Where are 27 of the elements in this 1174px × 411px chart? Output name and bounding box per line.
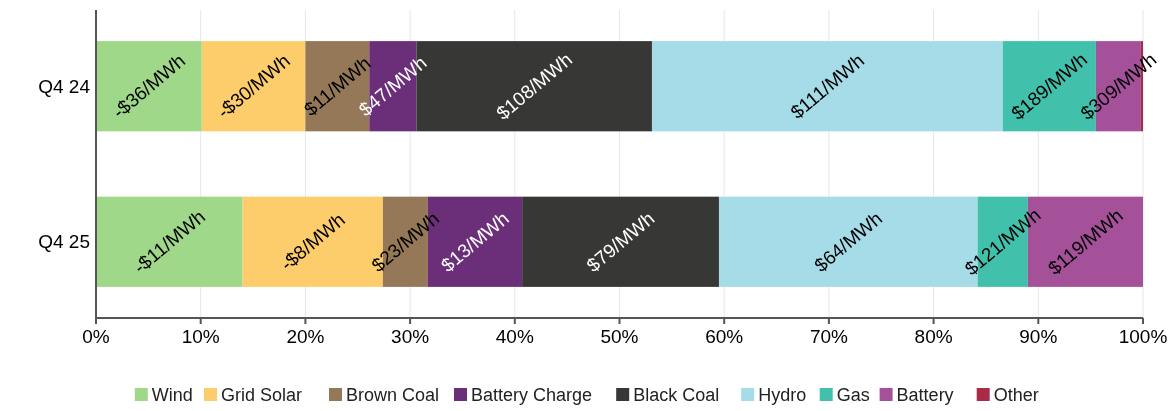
y-tick-label: Q4 25 [38, 231, 90, 253]
x-tick-label: 20% [286, 326, 325, 347]
x-tick-label: 0% [82, 326, 110, 347]
x-tick-label: 60% [705, 326, 744, 347]
legend-label: Hydro [758, 385, 807, 405]
x-tick-label: 70% [809, 326, 849, 347]
legend-label: Battery Charge [471, 385, 593, 405]
x-tick-label: 10% [181, 326, 220, 347]
bar [522, 196, 719, 287]
x-tick-label: 80% [914, 326, 953, 347]
legend-label: Battery [896, 385, 954, 405]
legend-label: Brown Coal [346, 385, 440, 405]
x-tick-label: 50% [600, 326, 639, 347]
x-tick-label: 100% [1118, 326, 1168, 347]
legend-label: Gas [836, 385, 870, 405]
bar [201, 41, 306, 132]
legend-label: Wind [151, 385, 193, 405]
bar [96, 196, 243, 287]
bar [651, 41, 1003, 132]
legend-label: Grid Solar [221, 385, 303, 405]
legend-label: Other [993, 385, 1039, 405]
x-tick-label: 30% [391, 326, 430, 347]
legend-label: Black Coal [633, 385, 720, 405]
x-tick-label: 90% [1019, 326, 1058, 347]
bar [96, 41, 202, 132]
y-tick-label: Q4 24 [38, 75, 91, 97]
x-tick-label: 40% [495, 326, 534, 347]
